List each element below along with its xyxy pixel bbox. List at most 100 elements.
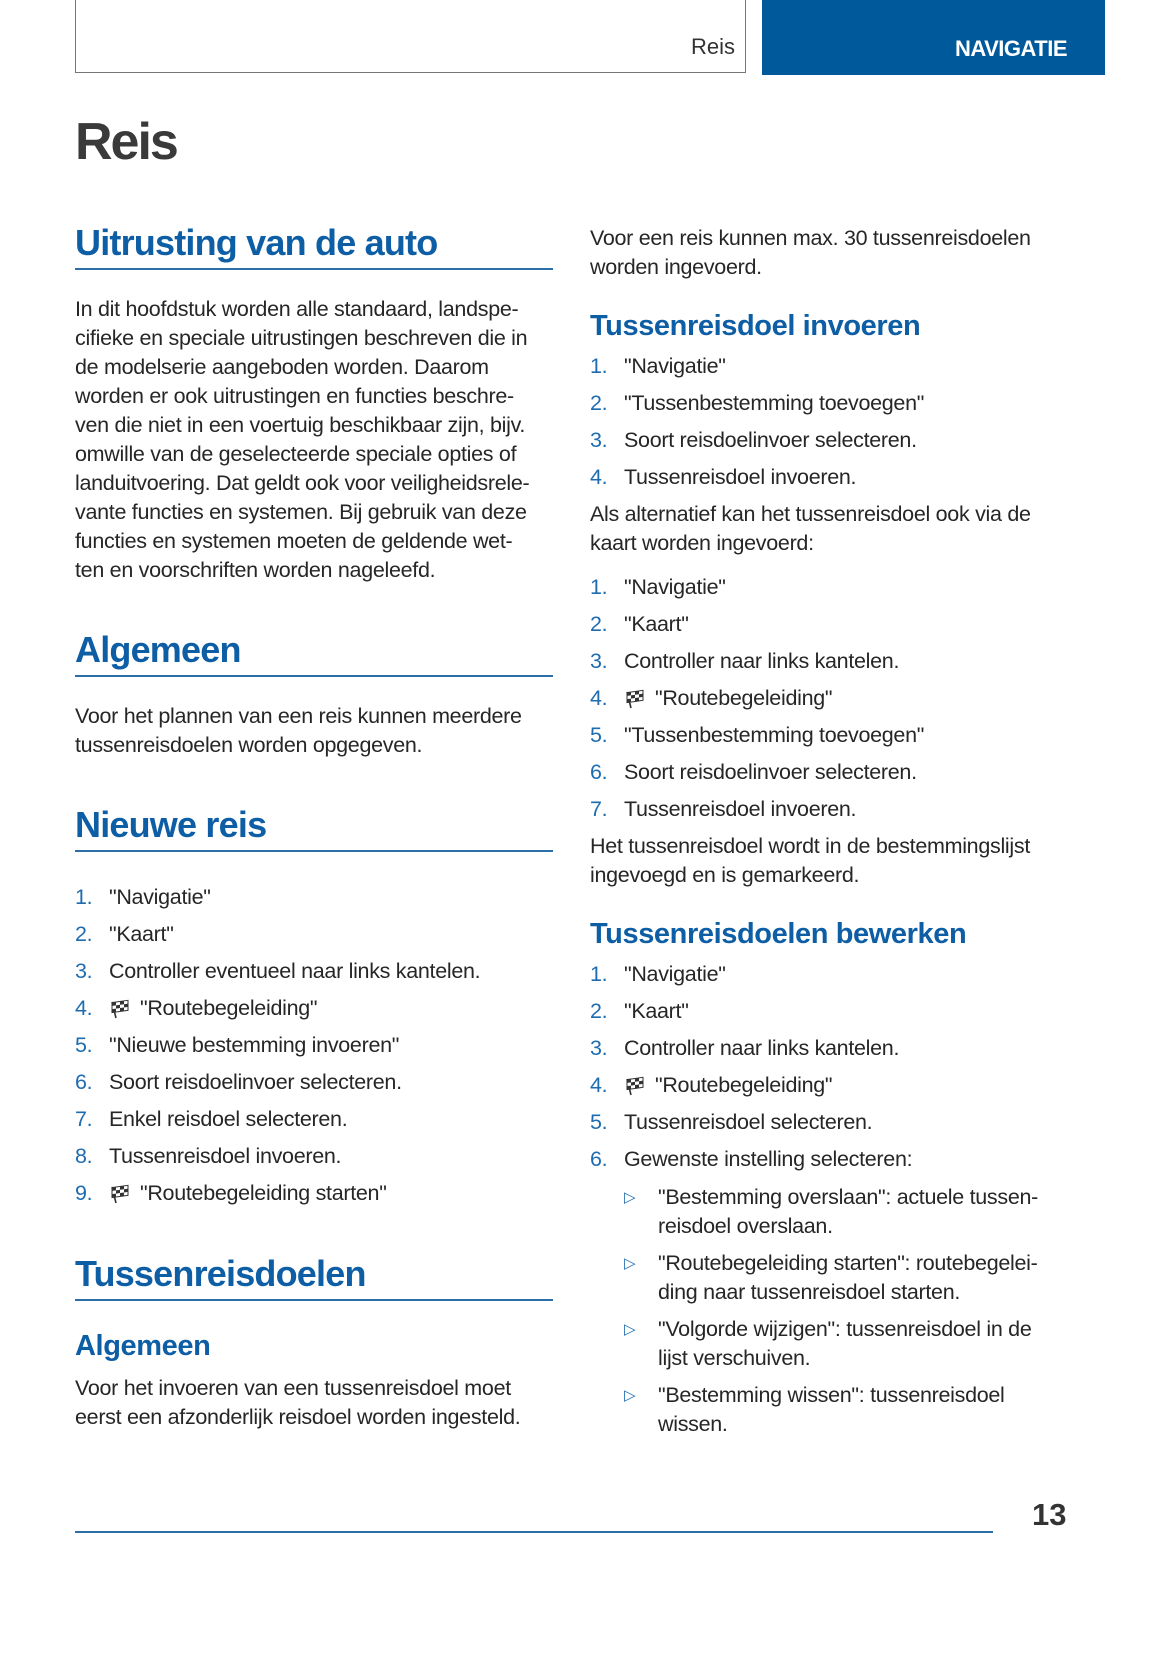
paragraph-line: kaart worden ingevoerd: [590,531,814,555]
paragraph-line: worden ingevoerd. [590,255,762,279]
list-item: 3. Controller naar links kantelen. [590,1030,912,1067]
heading-rule [75,268,553,270]
list-item: 1. "Navigatie" [590,956,912,993]
option-bullet-item: ▷ "Bestemming overslaan": actuele tussen-… [624,1183,1038,1241]
paragraph-line: landuitvoering. Dat geldt ook voor veili… [75,471,530,495]
paragraph-line: tussenreisdoelen worden opgegeven. [75,733,423,757]
option-bullet-item: ▷ "Bestemming wissen": tussenreisdoel wiss… [624,1381,1038,1439]
paragraph-line: ingevoegd en is gemarkeerd. [590,863,860,887]
bullet-line: "Volgorde wijzigen": tussenreisdoel in d… [658,1317,1032,1341]
step-text: "Navigatie" [624,575,726,599]
paragraph: Voor een reis kunnen max. 30 tussenreisd… [590,224,1031,282]
step-number: 7. [590,797,608,821]
list-item: 3. Controller naar links kantelen. [590,643,924,680]
step-number: 2. [75,922,93,946]
step-text: Tussenreisdoel invoeren. [624,465,857,489]
step-number: 4. [75,996,93,1020]
step-text: "Navigatie" [624,354,726,378]
paragraph: Als alternatief kan het tussenreisdoel o… [590,500,1031,558]
paragraph-line: cifieke en speciale uitrustingen beschre… [75,326,528,350]
paragraph-line: functies en systemen moeten de geldende … [75,529,513,553]
step-text: Controller naar links kantelen. [624,1036,900,1060]
step-number: 1. [75,885,93,909]
paragraph-line: Als alternatief kan het tussenreisdoel o… [590,502,1031,526]
steps-list: 1. "Navigatie" 2. "Kaart" 3. Controller naar … [590,956,913,1178]
step-number: 2. [590,612,608,636]
checkered-flag-icon [626,1076,644,1095]
option-bullet-item: ▷ "Volgorde wijzigen": tussenreisdoel in … [624,1315,1038,1373]
steps-list: 1. "Navigatie" 2. "Kaart" 3. Controller naar … [590,569,924,828]
heading-rule [75,850,553,852]
step-number: 6. [590,760,608,784]
step-number: 1. [590,354,608,378]
paragraph-line: Voor een reis kunnen max. 30 tussenreisd… [590,226,1031,250]
list-item: 1. "Navigatie" [590,569,924,606]
heading-uitrusting: Uitrusting van de auto [75,222,438,263]
step-number: 9. [75,1181,93,1205]
paragraph-line: vante functies en systemen. Bij gebruik … [75,500,527,524]
paragraph: Het tussenreisdoel wordt in de bestemmin… [590,832,1030,890]
step-number: 2. [590,391,608,415]
checkered-flag-icon [111,999,129,1018]
bullet-line: ding naar tussenreisdoel starten. [658,1280,961,1304]
subheading-tussenreisdoel-invoeren: Tussenreisdoel invoeren [590,310,921,342]
list-item: 5. "Tussenbestemming toevoegen" [590,717,924,754]
paragraph-line: ven die niet in een voertuig beschikbaar… [75,413,526,437]
step-number: 3. [75,959,93,983]
bullet-line: "Routebegeleiding starten": routebegelei… [658,1251,1038,1275]
triangle-bullet-icon: ▷ [624,1189,636,1206]
list-item: 1. "Navigatie" [590,348,924,385]
step-number: 3. [590,1036,608,1060]
footer-rule [75,1531,993,1533]
paragraph-line: In dit hoofdstuk worden alle standaard, … [75,297,519,321]
running-header: Reis [75,0,746,73]
step-number: 1. [590,962,608,986]
step-text: Tussenreisdoel invoeren. [109,1144,342,1168]
checkered-flag-icon [626,689,644,708]
step-text: "Kaart" [624,612,689,636]
step-number: 4. [590,686,608,710]
step-number: 1. [590,575,608,599]
step-number: 8. [75,1144,93,1168]
bullet-line: lijst verschuiven. [658,1346,811,1370]
list-item: 3. Controller eventueel naar links kantel… [75,953,481,990]
step-text: Tussenreisdoel invoeren. [624,797,857,821]
heading-algemeen: Algemeen [75,629,241,670]
step-number: 2. [590,999,608,1023]
step-number: 6. [590,1147,608,1171]
step-text: Controller eventueel naar links kantelen… [109,959,481,983]
subheading-tussenreisdoelen-bewerken: Tussenreisdoelen bewerken [590,918,967,950]
page-number: 13 [1032,1497,1067,1532]
list-item: 2. "Kaart" [590,606,924,643]
list-item: 6. Soort reisdoelinvoer selecteren. [590,754,924,791]
step-text: "Navigatie" [624,962,726,986]
step-number: 3. [590,428,608,452]
triangle-bullet-icon: ▷ [624,1321,636,1338]
bullet-line: "Bestemming overslaan": actuele tussen- [658,1185,1039,1209]
step-number: 4. [590,465,608,489]
list-item: 3. Soort reisdoelinvoer selecteren. [590,422,924,459]
step-text: "Navigatie" [109,885,211,909]
list-item: 7. Tussenreisdoel invoeren. [590,791,924,828]
steps-list: 1. "Navigatie" 2. "Tussenbestemming toevoeg… [590,348,924,496]
paragraph: Voor het invoeren van een tussenreisdoel… [75,1374,521,1432]
list-item: 2. "Kaart" [590,993,912,1030]
list-item: 9. "Routebegeleiding starten" [75,1175,480,1212]
paragraph-line: eerst een afzonderlijk reisdoel worden i… [75,1405,521,1429]
step-text: "Routebegeleiding" [655,686,833,710]
step-text: "Nieuwe bestemming invoeren" [109,1033,400,1057]
option-bullet-item: ▷ "Routebegeleiding starten": routebegele… [624,1249,1038,1307]
list-item: 5. Tussenreisdoel selecteren. [590,1104,912,1141]
step-text: Soort reisdoelinvoer selecteren. [109,1070,402,1094]
step-text: "Routebegeleiding" [140,996,318,1020]
step-text: "Routebegeleiding starten" [140,1181,387,1205]
list-item: 6. Soort reisdoelinvoer selecteren. [75,1064,480,1101]
step-text: "Tussenbestemming toevoegen" [624,723,925,747]
bullet-line: reisdoel overslaan. [658,1214,833,1238]
checkered-flag-icon [111,1184,129,1203]
step-text: Gewenste instelling selecteren: [624,1147,913,1171]
step-text: Enkel reisdoel selecteren. [109,1107,348,1131]
list-item: 8. Tussenreisdoel invoeren. [75,1138,480,1175]
step-text: Tussenreisdoel selecteren. [624,1110,873,1134]
bullet-line: "Bestemming wissen": tussenreisdoel [658,1383,1005,1407]
